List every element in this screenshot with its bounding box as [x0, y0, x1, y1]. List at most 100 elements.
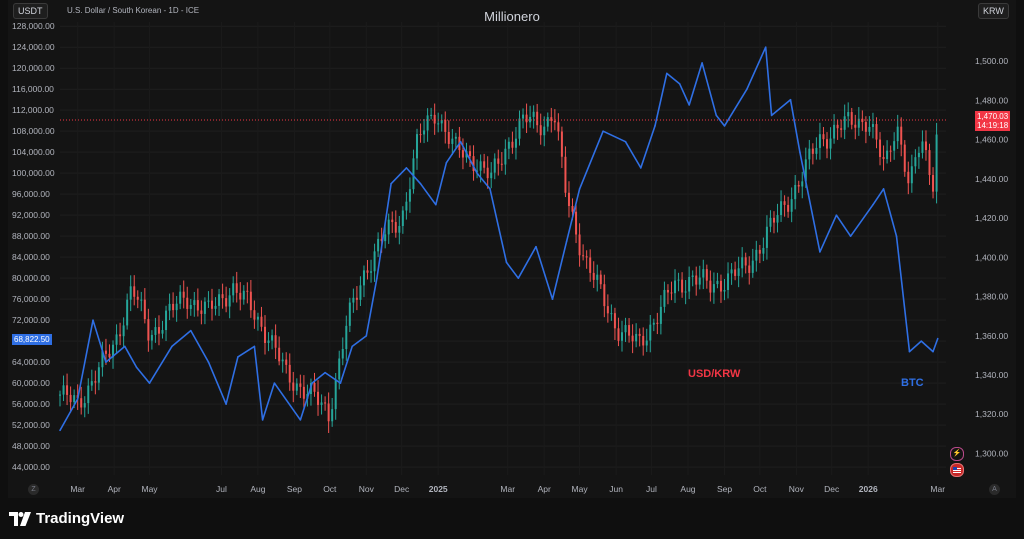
usdkrw-candle [910, 166, 913, 184]
usdkrw-candle [829, 138, 832, 149]
left-scale-badge[interactable]: USDT [13, 3, 48, 19]
usdkrw-candle [239, 292, 242, 300]
btc-point [405, 167, 408, 169]
usdkrw-candle [193, 300, 196, 306]
usdkrw-candle [624, 325, 627, 333]
usdkrw-candle [702, 269, 705, 278]
usdkrw-candle [677, 279, 680, 281]
us-flag-icon[interactable] [950, 463, 964, 477]
right-price-scale[interactable]: 1,500.00 1,480.00 1,460.00 1,440.00 1,420.00… [975, 56, 1008, 458]
bar-countdown: 14:19:18 [977, 121, 1009, 130]
usdkrw-candle [518, 118, 521, 139]
usdkrw-candle [617, 328, 620, 341]
btc-point [624, 140, 627, 143]
btc-point [849, 235, 852, 237]
usdkrw-candle [196, 300, 199, 311]
usdkrw-candle [709, 280, 712, 293]
time-tick-label: Mar [70, 484, 85, 494]
usdkrw-candle [271, 335, 274, 341]
usdkrw-candle [469, 151, 472, 157]
usdkrw-candle [359, 285, 362, 300]
btc-point [932, 350, 934, 353]
usdkrw-candle [751, 260, 754, 273]
time-scale[interactable]: Mar Apr May Jul Aug Sep Oct Nov Dec 2025 Mar Apr May… [70, 484, 945, 494]
btc-point [688, 104, 690, 106]
usdkrw-candle [507, 141, 510, 149]
usdkrw-candle [398, 226, 401, 233]
btc-point [351, 345, 353, 348]
usdkrw-candle [203, 301, 206, 314]
usdkrw-candle [928, 150, 931, 176]
tradingview-brand[interactable]: TradingView [9, 510, 124, 527]
usdkrw-candle [274, 335, 277, 348]
usdkrw-candle [879, 139, 882, 157]
left-price-scale[interactable]: 128,000.00 124,000.00 120,000.00 116,000.00… [12, 21, 55, 472]
usdkrw-candle [553, 120, 556, 123]
time-tick-label: Aug [680, 484, 695, 494]
usdkrw-candle [772, 217, 775, 223]
z-scale-icon[interactable]: Z [28, 484, 39, 495]
btc-point [565, 240, 568, 243]
btc-point [701, 62, 703, 64]
usdkrw-candle [871, 124, 874, 127]
usdkrw-candle [454, 136, 457, 139]
usdkrw-candle [143, 299, 146, 320]
usdkrw-candle [741, 257, 744, 269]
left-tick-label: 108,000.00 [12, 126, 55, 136]
btc-point [678, 83, 681, 85]
chart-svg: 128,000.00 124,000.00 120,000.00 116,000.00… [12, 21, 1008, 494]
right-scale-badge[interactable]: KRW [978, 3, 1009, 19]
usdkrw-candle [900, 126, 903, 145]
usdkrw-candle [543, 126, 546, 136]
usdkrw-candle [723, 289, 726, 292]
usdkrw-candle [172, 303, 175, 311]
time-tick-label: Dec [824, 484, 840, 494]
usdkrw-candle [921, 141, 924, 153]
btc-point [92, 319, 94, 321]
usdkrw-candle [907, 171, 910, 184]
usdkrw-candle [857, 118, 860, 128]
usdkrw-candle [787, 204, 790, 212]
usdkrw-candle [585, 256, 588, 258]
usdkrw-candle [642, 335, 645, 346]
usdkrw-candle [610, 313, 613, 315]
usdkrw-candle [836, 124, 839, 129]
usdkrw-candle [200, 310, 203, 314]
usdkrw-candle [514, 138, 517, 148]
btc-annotation: BTC [901, 377, 924, 389]
btc-point [602, 130, 604, 132]
usdkrw-candle [596, 274, 599, 280]
chart-area[interactable]: 128,000.00 124,000.00 120,000.00 116,000.00… [8, 0, 1016, 498]
usdkrw-candle [755, 249, 758, 261]
usdkrw-candle [578, 234, 581, 256]
usdkrw-candle [652, 322, 655, 325]
usdkrw-candle [497, 158, 500, 164]
btc-point [253, 345, 256, 348]
usdkrw-candle [691, 275, 694, 277]
usdkrw-candle [490, 172, 493, 179]
btc-point [59, 429, 61, 432]
usdkrw-candle [157, 327, 160, 334]
usdkrw-candle [875, 124, 878, 140]
right-tick-label: 1,300.00 [975, 448, 1008, 458]
usdkrw-candle [210, 300, 213, 309]
usdkrw-candle [550, 117, 553, 121]
usdkrw-candle [207, 300, 210, 302]
usdkrw-candle [260, 316, 263, 327]
usdkrw-candle [302, 386, 305, 399]
time-tick-label: Oct [323, 484, 337, 494]
lightning-icon[interactable]: ⚡ [950, 447, 964, 461]
auto-scale-icon[interactable]: A [989, 484, 1000, 495]
btc-point [135, 366, 138, 369]
btc-point [435, 203, 437, 206]
usdkrw-candle [476, 170, 479, 172]
btc-point [835, 214, 838, 216]
left-tick-label: 88,000.00 [12, 231, 50, 241]
usdkrw-candle [903, 144, 906, 172]
btc-point [746, 88, 748, 90]
usdkrw-candle [112, 344, 115, 358]
symbol-info[interactable]: U.S. Dollar / South Korean - 1D - ICE [67, 6, 200, 15]
usdkrw-candle [522, 114, 525, 119]
usdkrw-candle [493, 158, 496, 173]
btc-line [59, 46, 939, 431]
